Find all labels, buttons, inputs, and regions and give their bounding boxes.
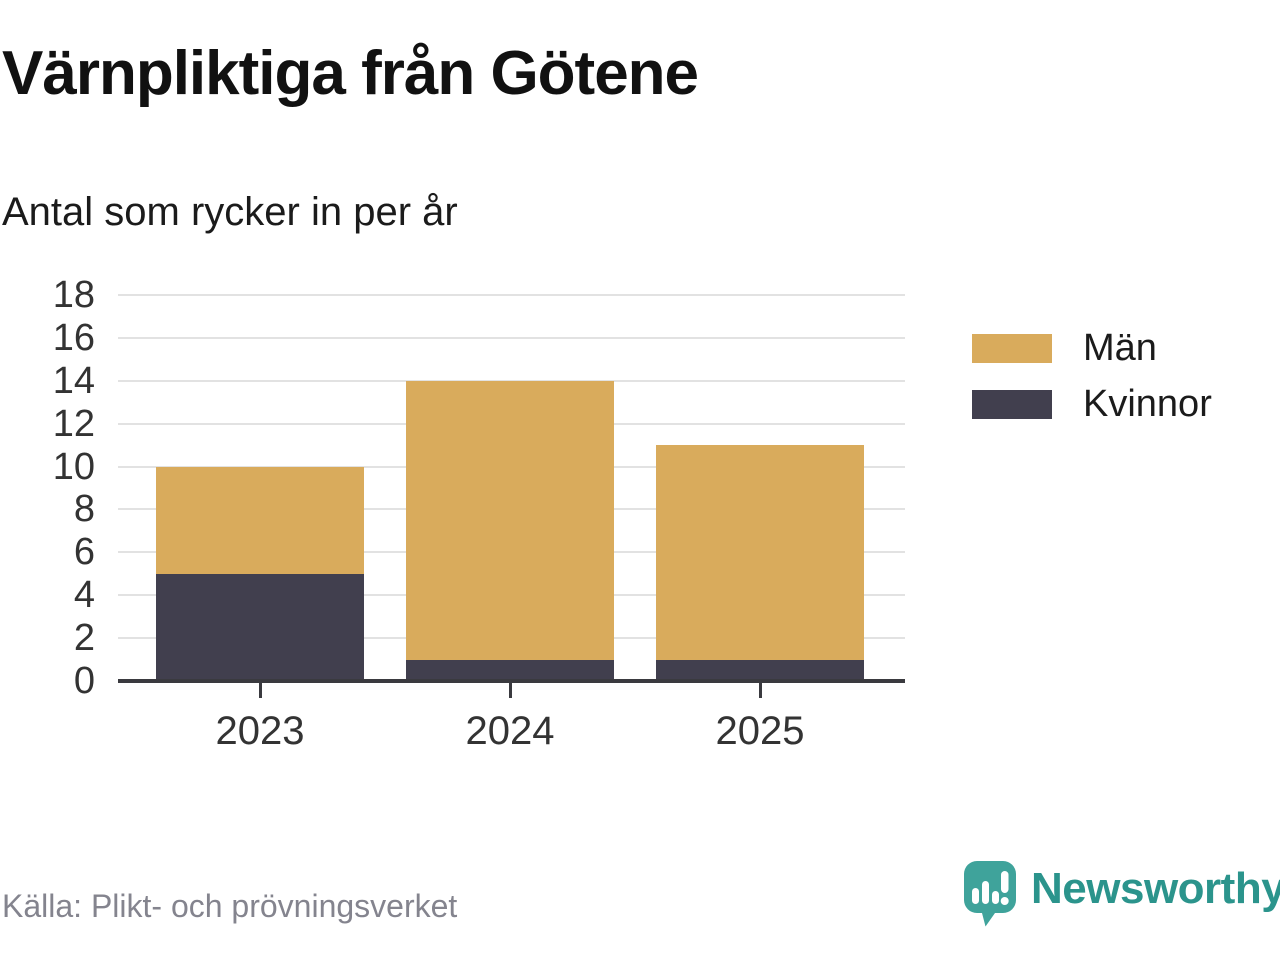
speech-bubble-shape xyxy=(964,861,1016,927)
bar-segment xyxy=(406,659,614,681)
x-axis-tick-label: 2023 xyxy=(215,709,305,753)
x-axis-line xyxy=(118,679,905,683)
bar-segment xyxy=(406,380,614,660)
legend-label: Kvinnor xyxy=(1083,383,1212,425)
newsworthy-icon xyxy=(964,861,1016,927)
plot-area: 0 2 4 6 8 10 12 14 16 18 2023 2024 2025 xyxy=(0,270,960,770)
legend-swatch xyxy=(972,334,1052,363)
x-axis-tick xyxy=(758,683,762,698)
source-note: Källa: Plikt- och prövningsverket xyxy=(2,888,458,924)
bar-segment xyxy=(156,466,364,574)
legend-swatch xyxy=(972,390,1052,419)
y-axis-tick-label: 14 xyxy=(52,359,95,402)
y-axis-tick-label: 12 xyxy=(52,402,95,445)
brand-logo: Newsworthy xyxy=(963,860,1280,928)
legend-label: Män xyxy=(1083,327,1157,369)
bar-segment xyxy=(656,445,864,660)
legend-item: Kvinnor xyxy=(972,383,1212,425)
y-axis-tick-label: 6 xyxy=(73,531,95,574)
chart-subtitle: Antal som rycker in per år xyxy=(2,190,458,234)
gridline xyxy=(118,294,905,296)
x-axis-tick xyxy=(258,683,262,698)
legend-item: Män xyxy=(972,327,1212,369)
y-axis-tick-label: 16 xyxy=(52,316,95,359)
gridline xyxy=(118,336,905,339)
x-axis-tick-label: 2024 xyxy=(465,709,555,753)
chart-title: Värnpliktiga från Götene xyxy=(2,39,699,108)
y-axis-tick-label: 10 xyxy=(52,445,95,488)
bar-segment xyxy=(656,659,864,681)
bar-segment xyxy=(156,573,364,681)
x-axis-tick-label: 2025 xyxy=(715,709,805,753)
y-axis-tick-label: 18 xyxy=(52,274,95,316)
x-axis-tick xyxy=(508,683,512,698)
legend: Män Kvinnor xyxy=(972,327,1212,446)
y-axis-tick-label: 0 xyxy=(73,660,95,702)
y-axis-tick-label: 4 xyxy=(73,574,95,617)
y-axis-tick-label: 2 xyxy=(73,617,95,660)
brand-name: Newsworthy xyxy=(1031,864,1280,913)
y-axis-tick-label: 8 xyxy=(73,488,95,531)
